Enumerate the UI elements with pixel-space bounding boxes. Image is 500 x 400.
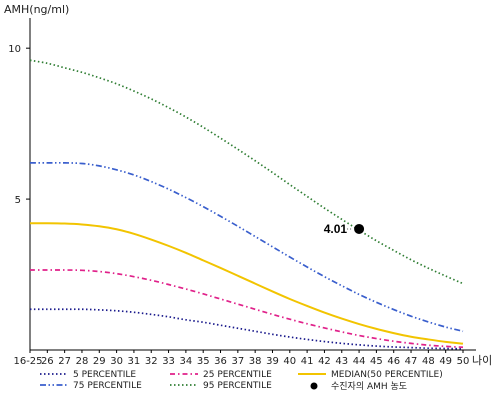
legend-label: 25 PERCENTILE <box>203 370 272 380</box>
patient-point-marker <box>354 223 365 234</box>
x-tick-label: 26 <box>41 356 54 367</box>
legend-label: MEDIAN(50 PERCENTILE) <box>331 370 443 380</box>
y-tick-label: 10 <box>8 44 21 55</box>
x-tick-label: 30 <box>110 356 123 367</box>
legend: 5 PERCENTILE 25 PERCENTILE MEDIAN(50 PERCE… <box>40 370 443 392</box>
y-ticks: 5 10 <box>8 44 30 206</box>
x-tick-label: 42 <box>318 356 331 367</box>
series-line <box>30 269 464 349</box>
x-tick-label: 48 <box>422 356 435 367</box>
x-tick-label: 37 <box>231 356 244 367</box>
axes-layer: AMH(ng/ml) 나이 <box>4 3 492 367</box>
x-tick-label: 35 <box>197 356 210 367</box>
x-tick-label: 33 <box>162 356 175 367</box>
x-tick-label: 38 <box>249 356 262 367</box>
x-tick-label: 44 <box>353 356 366 367</box>
x-tick-label: 40 <box>283 356 296 367</box>
legend-label: 수진자의 AMH 농도 <box>331 381 407 392</box>
x-tick-label: 36 <box>214 356 227 367</box>
series-line <box>29 161 464 333</box>
series-line <box>29 222 464 345</box>
y-axis-title: AMH(ng/ml) <box>4 3 69 16</box>
x-tick-label: 34 <box>180 356 193 367</box>
patient-point-layer: 4.01 <box>324 222 365 236</box>
x-tick-label: 49 <box>439 356 452 367</box>
patient-point-label: 4.01 <box>324 222 348 236</box>
legend-label: 95 PERCENTILE <box>203 381 272 391</box>
x-tick-label: 29 <box>93 356 106 367</box>
x-tick-label: 27 <box>58 356 71 367</box>
x-tick-label: 43 <box>335 356 348 367</box>
series-lines <box>29 59 464 350</box>
x-tick-label: 41 <box>301 356 314 367</box>
x-tick-label: 47 <box>405 356 418 367</box>
x-axis-title: 나이 <box>472 354 492 367</box>
legend-label: 75 PERCENTILE <box>73 381 142 391</box>
x-tick-label: 28 <box>76 356 89 367</box>
x-tick-label: 31 <box>128 356 141 367</box>
y-tick-label: 5 <box>15 195 21 206</box>
legend-label: 5 PERCENTILE <box>73 370 136 380</box>
x-tick-label: 46 <box>387 356 400 367</box>
x-tick-label: 39 <box>266 356 279 367</box>
series-line <box>29 59 464 285</box>
x-tick-label: 50 <box>457 356 470 367</box>
x-tick-label: 45 <box>370 356 383 367</box>
series-line <box>29 308 464 350</box>
x-tick-label: 16-25 <box>13 356 42 367</box>
x-tick-label: 32 <box>145 356 158 367</box>
legend-point-marker <box>310 382 318 390</box>
